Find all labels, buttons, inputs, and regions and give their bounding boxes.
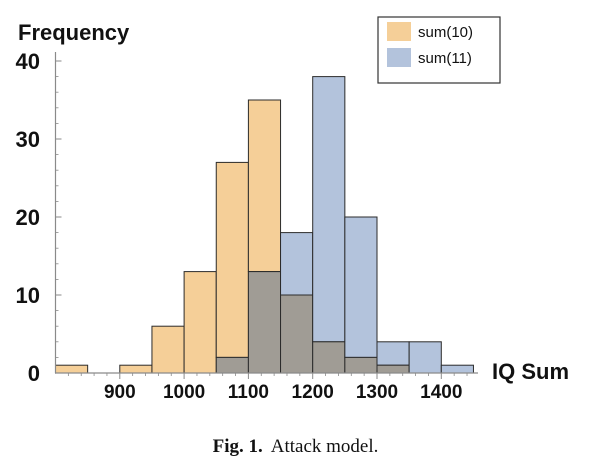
figure-caption: Fig. 1. Attack model. xyxy=(0,436,591,458)
x-tick-label-1400: 1400 xyxy=(420,382,462,403)
y-tick-label-0: 0 xyxy=(28,361,40,386)
y-axis-title: Frequency xyxy=(18,20,130,45)
bar-sum10-1000 xyxy=(183,271,217,374)
bar-overlap-1250 xyxy=(344,356,378,374)
bar-sum10-900 xyxy=(119,364,153,374)
y-tick-label-40: 40 xyxy=(16,49,40,74)
x-tick-label-1200: 1200 xyxy=(292,382,334,403)
x-tick-label-900: 900 xyxy=(104,382,136,403)
bar-sum10-950 xyxy=(151,325,185,374)
bar-sum11-1250 xyxy=(344,216,378,358)
legend-swatch-sum11 xyxy=(387,48,411,67)
bar-sum11-1150 xyxy=(280,232,314,296)
legend: sum(10) sum(11) xyxy=(377,16,501,84)
x-tick-label-1300: 1300 xyxy=(356,382,398,403)
bar-sum10-1050 xyxy=(215,161,249,358)
y-tick-label-30: 30 xyxy=(16,127,40,152)
y-tick-label-20: 20 xyxy=(16,205,40,230)
bar-sum11-1300 xyxy=(376,341,410,366)
caption-label: Fig. 1. xyxy=(212,436,263,457)
legend-label-sum10: sum(10) xyxy=(418,24,473,41)
bar-overlap-1150 xyxy=(280,294,314,374)
axes-layer: 0 10 20 30 40 900 1000 1100 1200 1300 1400 Frequenc… xyxy=(16,20,570,403)
bar-overlap-1050 xyxy=(215,356,249,374)
bars-layer xyxy=(55,76,474,374)
bar-overlap-1100 xyxy=(247,271,282,374)
x-tick-label-1000: 1000 xyxy=(163,382,205,403)
bar-overlap-1300 xyxy=(376,364,410,374)
y-tick-label-10: 10 xyxy=(16,283,40,308)
x-tick-label-1100: 1100 xyxy=(228,382,269,403)
bar-sum11-1350 xyxy=(408,341,442,374)
bar-overlap-1200 xyxy=(312,341,346,374)
bar-sum10-1100 xyxy=(247,99,282,273)
caption-text: Attack model. xyxy=(270,436,379,457)
legend-label-sum11: sum(11) xyxy=(418,50,472,67)
bar-sum10-800 xyxy=(55,364,89,374)
bar-sum11-1200 xyxy=(312,76,346,343)
bar-sum11-1400 xyxy=(440,364,474,374)
x-axis-title: IQ Sum xyxy=(492,359,569,384)
legend-swatch-sum10 xyxy=(387,22,411,41)
